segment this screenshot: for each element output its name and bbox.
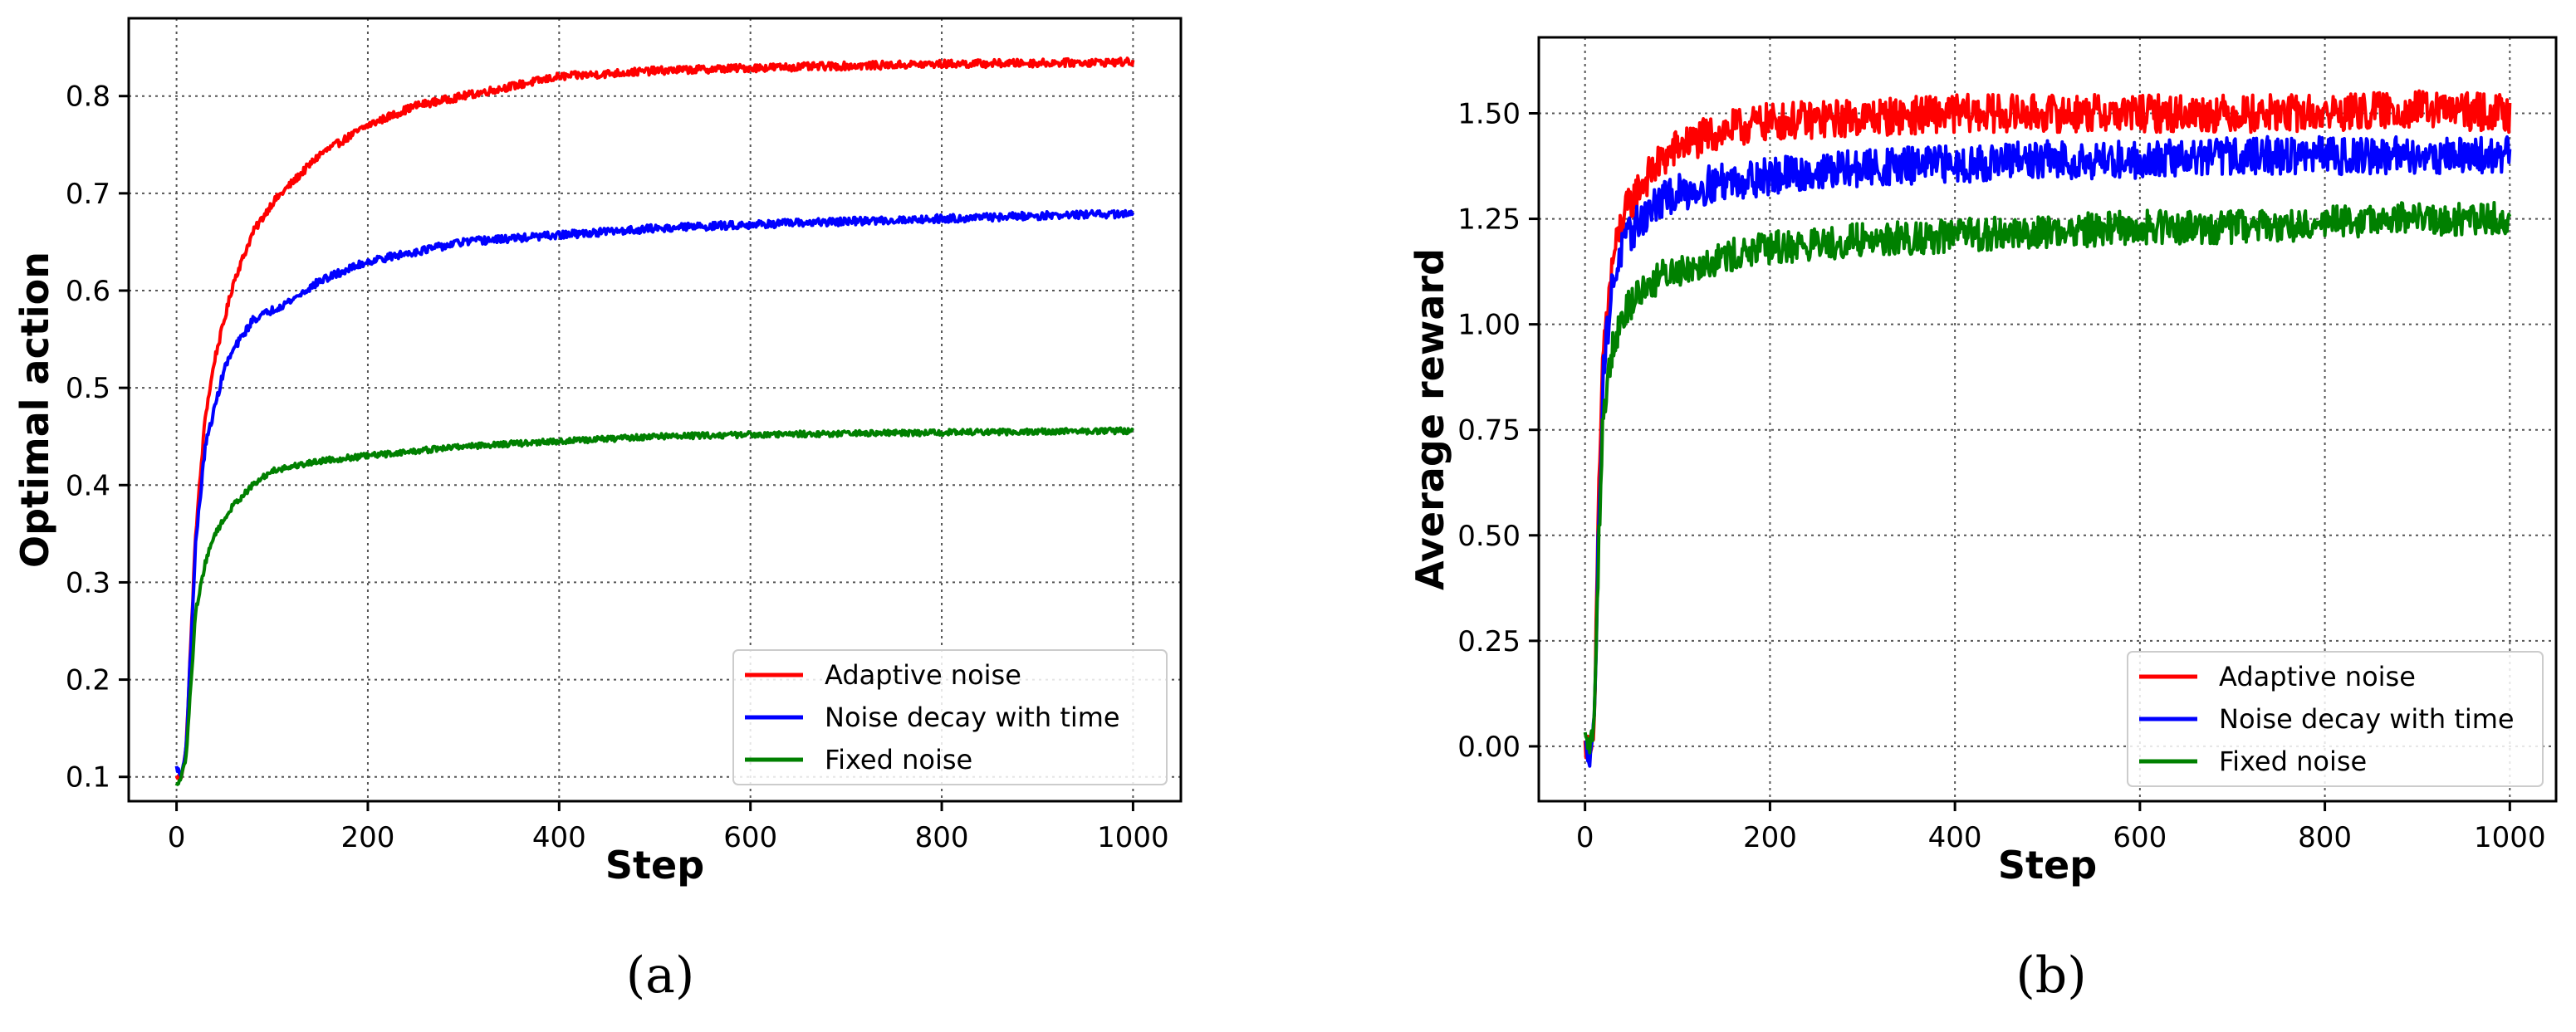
y-tick-label: 0.4 xyxy=(66,469,110,502)
y-tick-label: 0.2 xyxy=(66,664,110,697)
panel-a-ticks: 0 200 400 600 800 1000 0.1 0.2 0.3 0.4 0.5 0.6 0.7 0.… xyxy=(66,81,1169,854)
x-tick-label: 0 xyxy=(168,821,186,854)
panel-b-caption: (b) xyxy=(2015,946,2086,1005)
x-tick-label: 0 xyxy=(1576,821,1594,854)
y-tick-label: 0.1 xyxy=(66,761,110,795)
series-line-fixed-noise xyxy=(1583,201,2512,755)
legend-label: Fixed noise xyxy=(825,744,972,775)
legend-label: Adaptive noise xyxy=(825,659,1021,691)
legend-label: Noise decay with time xyxy=(825,702,1120,733)
x-tick-label: 400 xyxy=(532,821,586,854)
x-tick-label: 200 xyxy=(1743,821,1797,854)
legend-label: Adaptive noise xyxy=(2219,661,2416,692)
panel-a-legend: Adaptive noise Noise decay with time Fixed… xyxy=(732,649,1168,785)
legend-box xyxy=(732,649,1168,785)
x-tick-label: 600 xyxy=(723,821,777,854)
series-line-fixed-noise xyxy=(174,426,1134,787)
panel-a-series xyxy=(174,56,1135,787)
y-tick-label: 0.50 xyxy=(1457,520,1521,553)
panel-a-caption: (a) xyxy=(626,946,695,1005)
y-tick-label: 0.5 xyxy=(66,372,110,405)
panel-b-ylabel: Average reward xyxy=(1408,248,1452,590)
panel-b-ticks: 0 200 400 600 800 1000 0.00 0.25 0.50 0.75 1.00 1.2… xyxy=(1457,97,2545,854)
x-tick-label: 1000 xyxy=(1097,821,1169,854)
panel-b-xlabel: Step xyxy=(1998,843,2097,888)
legend-label: Noise decay with time xyxy=(2219,703,2515,735)
panel-b: 0 200 400 600 800 1000 0.00 0.25 0.50 0.75 1.00 1.2… xyxy=(1408,36,2558,1005)
legend-label: Fixed noise xyxy=(2219,746,2367,777)
y-tick-label: 1.25 xyxy=(1457,203,1521,237)
panel-a-ylabel: Optimal action xyxy=(12,252,57,568)
x-tick-label: 200 xyxy=(341,821,395,854)
x-tick-label: 600 xyxy=(2113,821,2167,854)
x-tick-label: 1000 xyxy=(2474,821,2546,854)
panel-a-xlabel: Step xyxy=(605,843,704,888)
panel-b-axes-frame xyxy=(1537,36,2558,803)
panel-a-axes-frame xyxy=(127,17,1183,803)
series-line-noise-decay-with-time xyxy=(1584,135,2512,768)
y-tick-label: 0.6 xyxy=(66,275,110,308)
y-tick-label: 0.8 xyxy=(66,81,110,114)
x-tick-label: 800 xyxy=(2298,821,2352,854)
x-tick-label: 800 xyxy=(915,821,969,854)
y-tick-label: 0.7 xyxy=(66,178,110,211)
y-tick-label: 0.25 xyxy=(1457,625,1521,658)
x-tick-label: 400 xyxy=(1928,821,1982,854)
y-tick-label: 0.00 xyxy=(1457,731,1521,764)
y-tick-label: 0.75 xyxy=(1457,414,1521,448)
y-tick-label: 0.3 xyxy=(66,566,110,599)
panel-a: 0 200 400 600 800 1000 0.1 0.2 0.3 0.4 0.5 0.6 0.7 0.… xyxy=(12,17,1183,1005)
series-line-adaptive-noise xyxy=(1583,89,2512,760)
y-tick-label: 1.50 xyxy=(1457,97,1521,130)
panel-b-series xyxy=(1583,89,2512,768)
series-line-noise-decay-with-time xyxy=(174,208,1135,779)
legend-box xyxy=(2127,651,2544,787)
panel-b-legend: Adaptive noise Noise decay with time Fixed… xyxy=(2127,651,2544,787)
series-line-adaptive-noise xyxy=(174,56,1135,780)
y-tick-label: 1.00 xyxy=(1457,309,1521,342)
